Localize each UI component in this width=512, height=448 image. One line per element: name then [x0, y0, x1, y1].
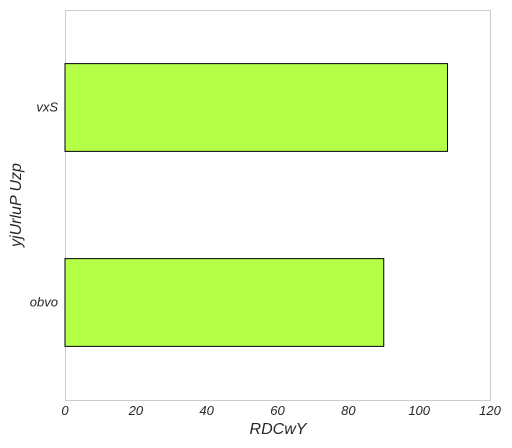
x-tick-label: 40 [199, 403, 214, 418]
x-tick-label: 120 [479, 403, 501, 418]
x-tick-label: 60 [270, 403, 285, 418]
x-tick-label: 0 [61, 403, 69, 418]
x-tick-label: 100 [408, 403, 430, 418]
x-tick-label: 80 [341, 403, 356, 418]
y-tick-label: obvo [30, 295, 58, 310]
y-tick-label: vxS [36, 100, 58, 115]
bar-obvo [64, 258, 385, 347]
x-axis-label: RDCwY [250, 421, 308, 438]
x-tick-labels: 0 20 40 60 80 100 120 [61, 403, 501, 418]
y-axis-label: yjUrluP Uzp [8, 163, 25, 248]
y-tick-labels: vxS obvo [30, 100, 59, 310]
x-tick-label: 20 [128, 403, 144, 418]
bars-group [64, 63, 448, 347]
bar-vxS [64, 63, 448, 152]
